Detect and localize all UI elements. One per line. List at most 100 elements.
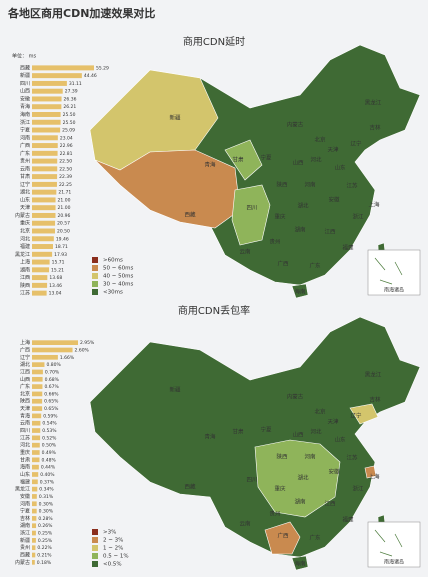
inset-box <box>367 249 421 296</box>
bar <box>32 282 48 288</box>
map-label: 湖南 <box>294 498 306 506</box>
bar <box>32 450 40 455</box>
y-tick-label: 四川 <box>20 428 30 434</box>
value-label: 15.21 <box>51 267 64 273</box>
value-label: 25.09 <box>62 128 75 134</box>
map-label: 天津 <box>327 147 339 154</box>
map-island <box>291 283 309 299</box>
y-tick-label: 辽宁 <box>20 181 30 188</box>
map-label: 新疆 <box>169 114 181 122</box>
inset-label: 南海诸岛 <box>384 559 404 566</box>
map-label: 山西 <box>292 159 304 167</box>
y-tick-label: 贵州 <box>20 544 30 551</box>
page-title: 各地区商用CDN加速效果对比 <box>7 6 155 20</box>
map-label: 福建 <box>342 516 354 524</box>
inset-label: 南海诸岛 <box>384 287 404 294</box>
map-label: 吉林 <box>369 124 381 132</box>
map-label: 宁夏 <box>260 154 272 162</box>
value-label: 0.65% <box>44 399 59 405</box>
bar <box>32 80 67 86</box>
bar <box>32 127 61 133</box>
map-label: 四川 <box>246 477 257 484</box>
bar <box>32 340 78 346</box>
y-tick-label: 西藏 <box>20 552 30 559</box>
y-tick-label: 宁夏 <box>20 127 30 134</box>
y-tick-label: 浙江 <box>20 530 30 537</box>
bar <box>32 347 73 353</box>
inset-outline <box>374 257 403 285</box>
bar <box>32 73 82 79</box>
legend-label: >60ms <box>103 258 123 264</box>
y-tick-label: 山东 <box>20 196 30 203</box>
map-label: 河北 <box>310 428 322 436</box>
y-tick-label: 湖南 <box>20 522 30 529</box>
bar <box>32 472 39 477</box>
value-label: 0.28% <box>38 516 53 522</box>
value-label: 20.96 <box>58 213 71 219</box>
bar <box>32 228 55 234</box>
map-region <box>224 139 263 181</box>
bar <box>32 189 57 195</box>
map-label: 江苏 <box>346 454 358 462</box>
y-tick-label: 江西 <box>20 274 30 281</box>
y-tick-label: 陕西 <box>20 282 30 289</box>
value-label: 0.30% <box>39 509 54 515</box>
bar <box>32 398 43 404</box>
map-region <box>89 316 421 558</box>
map-label: 广东 <box>309 262 321 270</box>
y-tick-label: 宁夏 <box>20 508 30 515</box>
y-tick-label: 上海 <box>20 339 30 346</box>
bar <box>32 267 50 273</box>
map-label: 黑龙江 <box>365 99 382 107</box>
bar <box>32 545 36 551</box>
map-label: 吉林 <box>369 396 381 404</box>
value-label: 2.95% <box>80 340 95 346</box>
y-tick-label: 湖北 <box>20 361 30 368</box>
legend-label: 1 ~ 2% <box>103 546 123 552</box>
y-tick-label: 北京 <box>20 390 30 397</box>
value-label: 0.26% <box>38 523 53 529</box>
value-label: 0.52% <box>42 435 57 441</box>
map-label: 山东 <box>334 164 346 172</box>
value-label: 13.04 <box>49 291 62 297</box>
value-label: 22.39 <box>59 174 72 180</box>
map-label: 西藏 <box>184 483 196 491</box>
y-tick-label: 江西 <box>20 368 30 375</box>
value-label: 0.48% <box>41 457 56 463</box>
y-tick-label: 海南 <box>20 464 30 471</box>
chart-title: 商用CDN延时 <box>183 35 245 48</box>
y-tick-label: 天津 <box>20 204 30 211</box>
value-label: 23.04 <box>60 135 73 141</box>
map-region <box>264 521 301 555</box>
bar <box>32 275 48 281</box>
value-label: 26.21 <box>63 104 76 110</box>
bar <box>32 244 53 250</box>
y-tick-label: 云南 <box>20 165 30 172</box>
map-label: 辽宁 <box>350 412 362 420</box>
value-label: 22.50 <box>59 166 72 172</box>
bar <box>32 413 42 419</box>
map-label: 陕西 <box>276 181 288 189</box>
bar <box>32 104 62 110</box>
map-label: 青海 <box>204 161 216 169</box>
value-label: 0.66% <box>44 391 59 397</box>
value-label: 0.34% <box>39 487 54 493</box>
value-label: 0.21% <box>37 553 52 559</box>
legend-swatch <box>92 257 98 263</box>
bar <box>32 538 36 543</box>
bar <box>32 369 43 375</box>
value-label: 31.11 <box>69 81 82 87</box>
map-label: 天津 <box>327 419 339 426</box>
y-tick-label: 新疆 <box>20 72 30 79</box>
map-label: 湖南 <box>294 226 306 234</box>
value-label: 0.50% <box>42 443 57 449</box>
value-label: 19.46 <box>56 236 69 242</box>
y-tick-label: 河南 <box>20 134 30 141</box>
map-label: 江苏 <box>346 182 358 190</box>
y-tick-label: 浙江 <box>20 119 30 126</box>
y-tick-label: 河北 <box>20 235 30 242</box>
legend-swatch <box>92 545 98 551</box>
value-label: 22.25 <box>59 182 72 188</box>
